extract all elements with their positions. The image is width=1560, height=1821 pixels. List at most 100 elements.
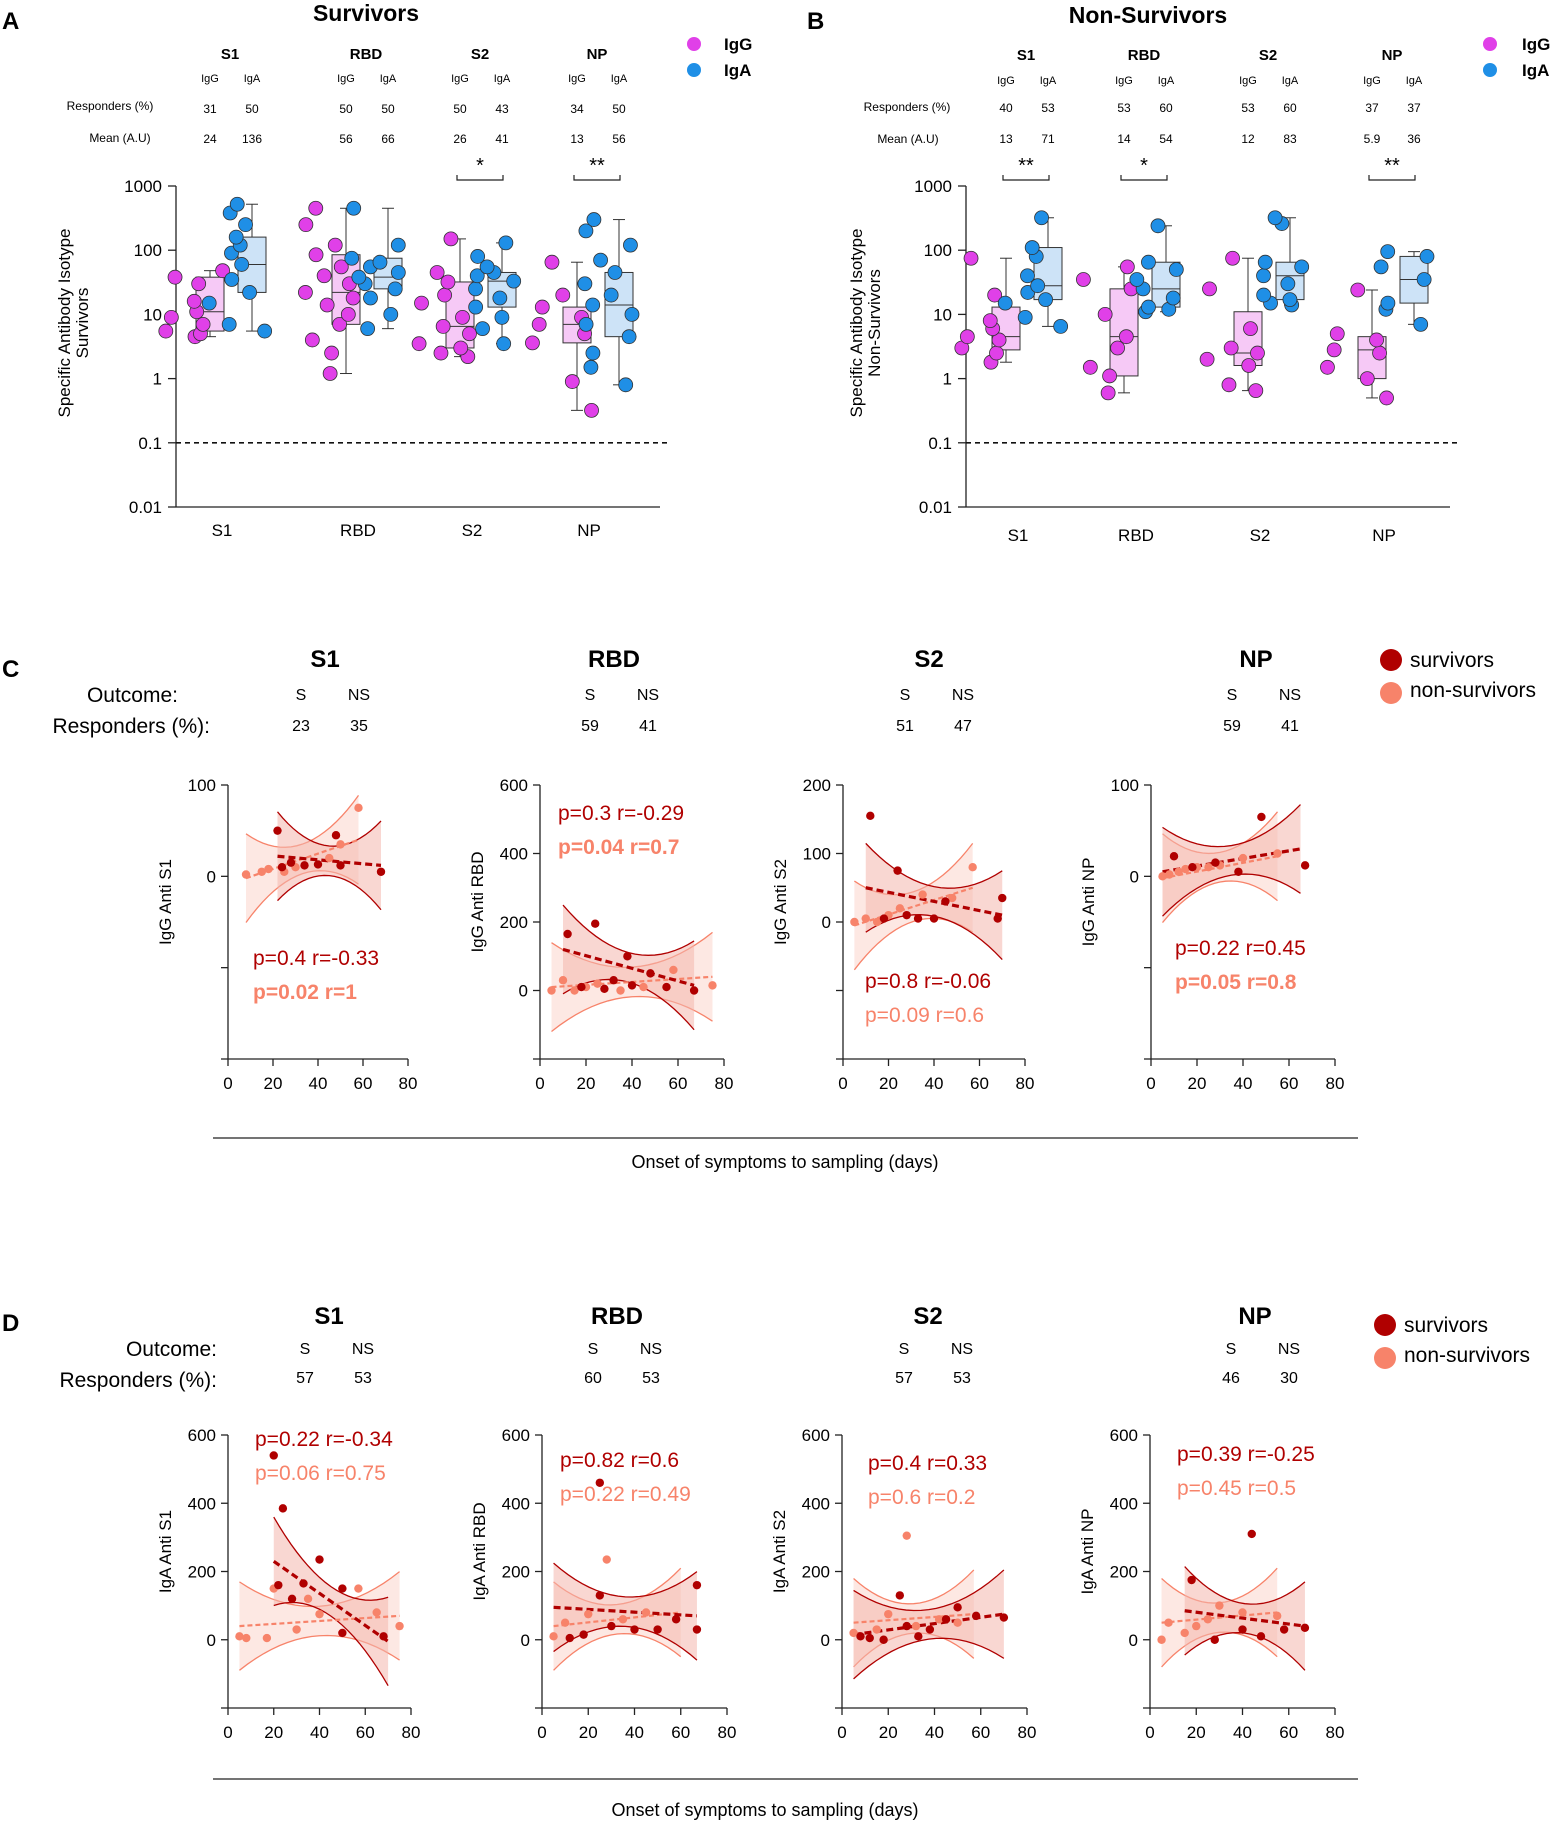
- panel-c-rbd-ytick-label-2: 400: [500, 845, 528, 864]
- panel-a-ylabel: Specific Antibody Isotype Survivors: [55, 228, 92, 417]
- panel-b-ytick-label-4: 100: [924, 241, 952, 260]
- panel-c-rbd-xtick-label-0: 0: [535, 1074, 544, 1093]
- panel-c-rbd-point-s-6: [627, 981, 637, 990]
- panel-c-np-title: NP: [1239, 646, 1272, 673]
- panel-a-iga-np-point-12: [578, 223, 594, 239]
- panel-d-s1-point-ns-2: [262, 1633, 272, 1643]
- panel-d-rbd-point-s-2: [595, 1478, 605, 1487]
- panel-b-responders-igg-2: 53: [1241, 101, 1255, 115]
- panel-a-igg-np-point-7: [555, 287, 571, 303]
- panel-d-rbd-band-lower-s: [553, 1625, 698, 1661]
- panel-a-igg-rbd-point-13: [298, 217, 314, 233]
- panel-c-rbd-point-ns-7: [669, 965, 678, 975]
- panel-d-s1-responders-s: 57: [296, 1370, 314, 1387]
- panel-c-np-point-ns-8: [1273, 849, 1282, 858]
- panel-b-iga-np-point-4: [1373, 259, 1389, 275]
- panel-c-np-point-ns-7: [1238, 853, 1248, 863]
- panel-b-igg-s2-point-8: [1225, 250, 1240, 266]
- panel-c-s1-ytick-label-0: 0: [207, 867, 216, 886]
- panel-c-s1-point-s-2: [286, 858, 296, 867]
- panel-d-np-xtick-label-3: 60: [1279, 1723, 1298, 1742]
- legend-a-igg-label: IgG: [724, 35, 752, 54]
- panel-b-igg-s2-point-2: [1241, 358, 1257, 373]
- panel-d-s1-xtick-label-3: 60: [356, 1723, 375, 1742]
- panel-d-s2-point-s-5: [914, 1632, 923, 1641]
- panel-a-ytick-label-1: 0.1: [138, 434, 162, 453]
- panel-d-np-point-s-3: [1247, 1529, 1256, 1539]
- panel-a-iga-np-point-7: [603, 287, 619, 303]
- panel-d-np-stats-non-survivors: p=0.45 r=0.5: [1177, 1477, 1296, 1500]
- panel-d-s2-point-s-1: [865, 1633, 874, 1643]
- legend-d: survivors non-survivors: [1374, 1314, 1530, 1369]
- panel-c-s2-point-s-3: [902, 910, 911, 920]
- panel-b-igg-np-point-2: [1320, 359, 1335, 375]
- panel-c-rbd-point-s-8: [662, 982, 671, 992]
- panel-b-header-rbd: RBD: [1128, 47, 1161, 64]
- panel-d-s2-ylabel: IgA Anti S2: [770, 1510, 789, 1593]
- panel-b-igg-np-point-1: [1359, 371, 1375, 387]
- panel-d-np-fit-s: [1184, 1609, 1306, 1628]
- panel-a-xtick-label-3: NP: [577, 521, 601, 540]
- panel-b-sig-stars-0: **: [1018, 155, 1034, 177]
- panel-c-rbd-point-ns-6: [639, 982, 648, 992]
- panel-c-s1-title: S1: [310, 646, 339, 673]
- panel-b-iga-s1-point-0: [1053, 319, 1069, 334]
- panel-a-iga-np-point-3: [621, 329, 637, 345]
- panel-d-s2-point-ns-0: [849, 1628, 858, 1638]
- panel-a-header-s1: S1: [221, 46, 239, 63]
- panel-a-igg-s2-point-4: [462, 326, 477, 342]
- panel-d-np-xtick-label-0: 0: [1145, 1723, 1154, 1742]
- panel-a-iga-s1-point-0: [257, 323, 273, 339]
- panel-c-s1-ytick-label-1: 100: [188, 776, 216, 795]
- panel-c-s2-stats-survivors: p=0.8 r=-0.06: [865, 970, 991, 993]
- panel-a-mean-label: Mean (A.U): [89, 131, 150, 145]
- panel-b-mean-iga-1: 54: [1159, 132, 1173, 146]
- panel-b-header-s1-igg: IgG: [997, 75, 1015, 87]
- panel-d-s2-point-s-0: [856, 1632, 865, 1641]
- panel-c-s1-xtick-label-4: 80: [399, 1074, 418, 1093]
- panel-b-xtick-label-2: S2: [1250, 526, 1271, 545]
- panel-c-s1-ylabel: IgG Anti S1: [156, 859, 175, 945]
- panel-c-s2-point-ns-7: [968, 863, 977, 872]
- panel-c-rbd-point-s-5: [623, 952, 632, 961]
- panel-b-header-np-iga: IgA: [1406, 75, 1423, 87]
- panel-d-s1-point-s-6: [338, 1584, 347, 1593]
- panel-c-s2-outcome-s: S: [900, 687, 911, 704]
- panel-d-s1-point-ns-8: [372, 1608, 381, 1617]
- panel-a-igg-s2-point-9: [440, 274, 456, 290]
- panel-a-iga-np-point-11: [623, 237, 638, 253]
- panel-d-outcome-label: Outcome:: [126, 1338, 217, 1361]
- panel-b-mean-igg-3: 5.9: [1364, 132, 1381, 146]
- panel-c-s2-point-s-2: [893, 866, 902, 875]
- panel-a-ytick-label-0: 0.01: [129, 498, 162, 517]
- panel-a-mean-iga-3: 56: [612, 132, 626, 146]
- panel-d-s1-ytick-label-2: 400: [188, 1494, 216, 1513]
- panel-a-igg-np-point-1: [564, 374, 580, 389]
- panel-c-s1-point-s-0: [273, 826, 282, 835]
- panel-letter-c: C: [2, 656, 19, 683]
- panel-a-igg-s2-point-7: [414, 295, 429, 311]
- panel-d-s1-outcome-ns: NS: [352, 1341, 374, 1358]
- panel-c-rbd-xtick-label-4: 80: [715, 1074, 734, 1093]
- panel-b-mean-iga-2: 83: [1283, 132, 1297, 146]
- panel-c-np-point-s-3: [1234, 867, 1243, 876]
- panel-b-iga-rbd-point-6: [1168, 262, 1184, 277]
- panel-d-np-point-s-1: [1210, 1635, 1219, 1644]
- panel-a-header-s2: S2: [471, 46, 489, 63]
- panel-a-iga-s1-point-9: [238, 217, 253, 233]
- panel-a-iga-s2-point-7: [469, 268, 485, 284]
- panel-d-rbd-responders-s: 60: [584, 1370, 602, 1387]
- panel-c-rbd-xtick-label-1: 20: [577, 1074, 596, 1093]
- panel-c-np-point-ns-1: [1165, 870, 1174, 879]
- panel-b-ytick-label-2: 1: [943, 370, 952, 389]
- panel-c-np-outcome-s: S: [1227, 687, 1238, 704]
- panel-d-np-point-ns-4: [1203, 1615, 1213, 1624]
- panel-c-rbd-point-ns-0: [547, 986, 556, 995]
- panel-a-iga-s1-point-8: [228, 229, 244, 245]
- panel-d-rbd-point-s-9: [692, 1625, 702, 1634]
- legend-b-iga-marker: [1483, 63, 1497, 77]
- panel-a-igg-s1-point-4: [163, 309, 179, 325]
- panel-c-s1-outcome-ns: NS: [348, 687, 370, 704]
- panel-b-responders-igg-1: 53: [1117, 101, 1131, 115]
